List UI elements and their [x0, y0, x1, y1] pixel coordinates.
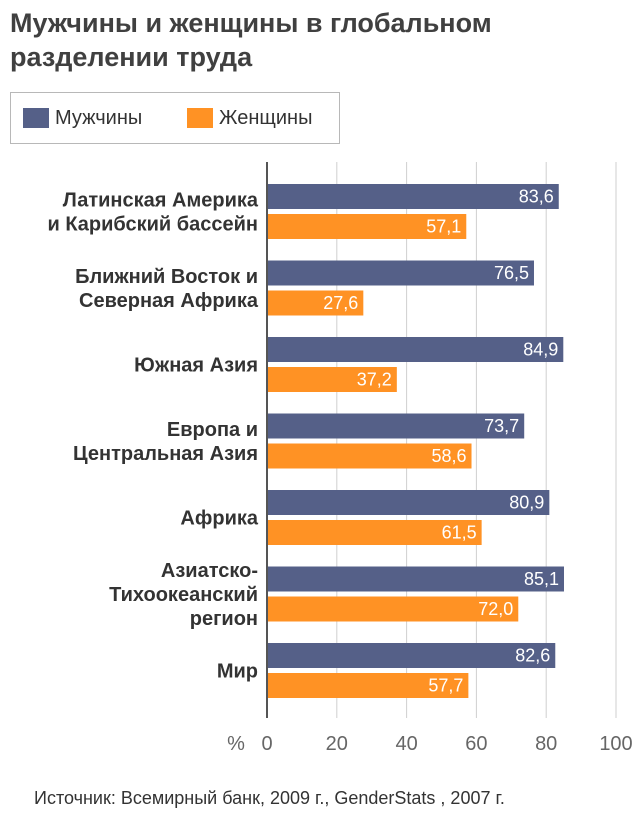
legend-label-men: Мужчины — [55, 106, 143, 129]
tick-label-80: 80 — [535, 733, 557, 755]
source-note: Источник: Всемирный банк, 2009 г., Gende… — [34, 788, 505, 808]
tick-label-20: 20 — [326, 733, 348, 755]
tick-label-0: 0 — [261, 733, 272, 755]
bar-men-5 — [267, 566, 564, 592]
category-label-3-1: Центральная Азия — [73, 443, 258, 465]
data-label-women-0: 57,1 — [426, 217, 461, 237]
data-label-men-0: 83,6 — [519, 187, 554, 207]
legend-swatch-women — [187, 108, 213, 128]
category-label-0-1: и Карибский бассейн — [47, 214, 258, 236]
tick-label-60: 60 — [465, 733, 487, 755]
bar-women-5 — [267, 596, 519, 622]
legend-label-women: Женщины — [219, 106, 313, 129]
bar-women-1 — [267, 290, 364, 316]
bar-women-2 — [267, 367, 397, 392]
bar-men-6 — [267, 643, 556, 668]
bar-women-3 — [267, 443, 472, 469]
data-label-women-2: 37,2 — [357, 370, 392, 390]
legend-item-men: Мужчины — [23, 106, 142, 130]
bar-men-4 — [267, 490, 550, 515]
bar-women-6 — [267, 673, 469, 698]
data-label-women-1: 27,6 — [323, 293, 358, 313]
chart-title: Мужчины и женщины в глобальном разделени… — [10, 8, 492, 72]
data-label-women-5: 72,0 — [478, 599, 513, 619]
bar-men-2 — [267, 337, 564, 362]
data-label-men-5: 85,1 — [524, 569, 559, 589]
data-label-men-4: 80,9 — [509, 493, 544, 513]
category-label-5-2: регион — [190, 608, 258, 630]
data-label-men-6: 82,6 — [515, 646, 550, 666]
data-label-men-1: 76,5 — [494, 263, 529, 283]
data-label-women-3: 58,6 — [431, 446, 466, 466]
axis-unit-label: % — [227, 733, 245, 755]
bar-men-0 — [267, 184, 559, 209]
category-label-2-0: Южная Азия — [134, 355, 258, 377]
chart-legend: Мужчины Женщины — [10, 92, 340, 144]
category-label-5-1: Тихоокеанский — [109, 584, 258, 606]
category-label-6-0: Мир — [217, 661, 258, 683]
category-label-3-0: Европа и — [167, 419, 258, 441]
bar-women-0 — [267, 214, 467, 239]
category-label-1-0: Ближний Восток и — [75, 266, 258, 288]
legend-item-women: Женщины — [187, 106, 312, 130]
data-label-women-4: 61,5 — [442, 523, 477, 543]
legend-swatch-men — [23, 108, 49, 128]
data-label-women-6: 57,7 — [428, 676, 463, 696]
category-label-1-1: Северная Африка — [79, 290, 259, 312]
data-label-men-2: 84,9 — [523, 340, 558, 360]
category-label-0-0: Латинская Америка — [63, 190, 259, 212]
category-label-4-0: Африка — [180, 508, 258, 530]
bar-men-1 — [267, 260, 534, 286]
tick-label-40: 40 — [395, 733, 417, 755]
tick-label-100: 100 — [599, 733, 632, 755]
bar-women-4 — [267, 520, 482, 545]
category-label-5-0: Азиатско- — [161, 560, 258, 582]
data-label-men-3: 73,7 — [484, 416, 519, 436]
bar-men-3 — [267, 413, 525, 439]
